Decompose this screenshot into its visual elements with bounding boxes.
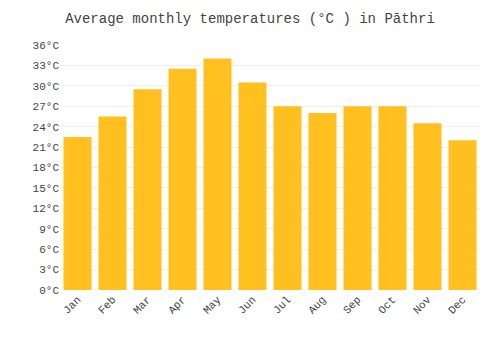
svg-text:12°C: 12°C [33,203,60,215]
svg-text:Feb: Feb [96,294,118,316]
svg-text:0°C: 0°C [39,285,59,297]
svg-text:Sep: Sep [341,294,363,316]
svg-text:27°C: 27°C [33,101,60,113]
svg-text:Jan: Jan [61,294,83,316]
svg-text:9°C: 9°C [39,224,59,236]
svg-text:Nov: Nov [411,294,434,317]
svg-text:15°C: 15°C [33,183,60,195]
svg-text:30°C: 30°C [33,81,60,93]
svg-text:Oct: Oct [376,294,398,316]
svg-text:May: May [201,294,224,317]
svg-text:Mar: Mar [131,294,153,316]
svg-text:Jun: Jun [236,294,258,316]
svg-text:3°C: 3°C [39,264,59,276]
svg-text:Average monthly temperatures (: Average monthly temperatures (°C ) in Pā… [65,11,435,27]
svg-text:36°C: 36°C [33,40,60,52]
svg-text:24°C: 24°C [33,122,60,134]
svg-text:Jul: Jul [271,294,293,316]
svg-text:Dec: Dec [446,294,468,316]
svg-text:6°C: 6°C [39,244,59,256]
svg-text:21°C: 21°C [33,142,60,154]
svg-text:33°C: 33°C [33,60,60,72]
svg-text:Aug: Aug [306,294,328,316]
svg-text:Apr: Apr [166,294,188,316]
svg-text:18°C: 18°C [33,162,60,174]
